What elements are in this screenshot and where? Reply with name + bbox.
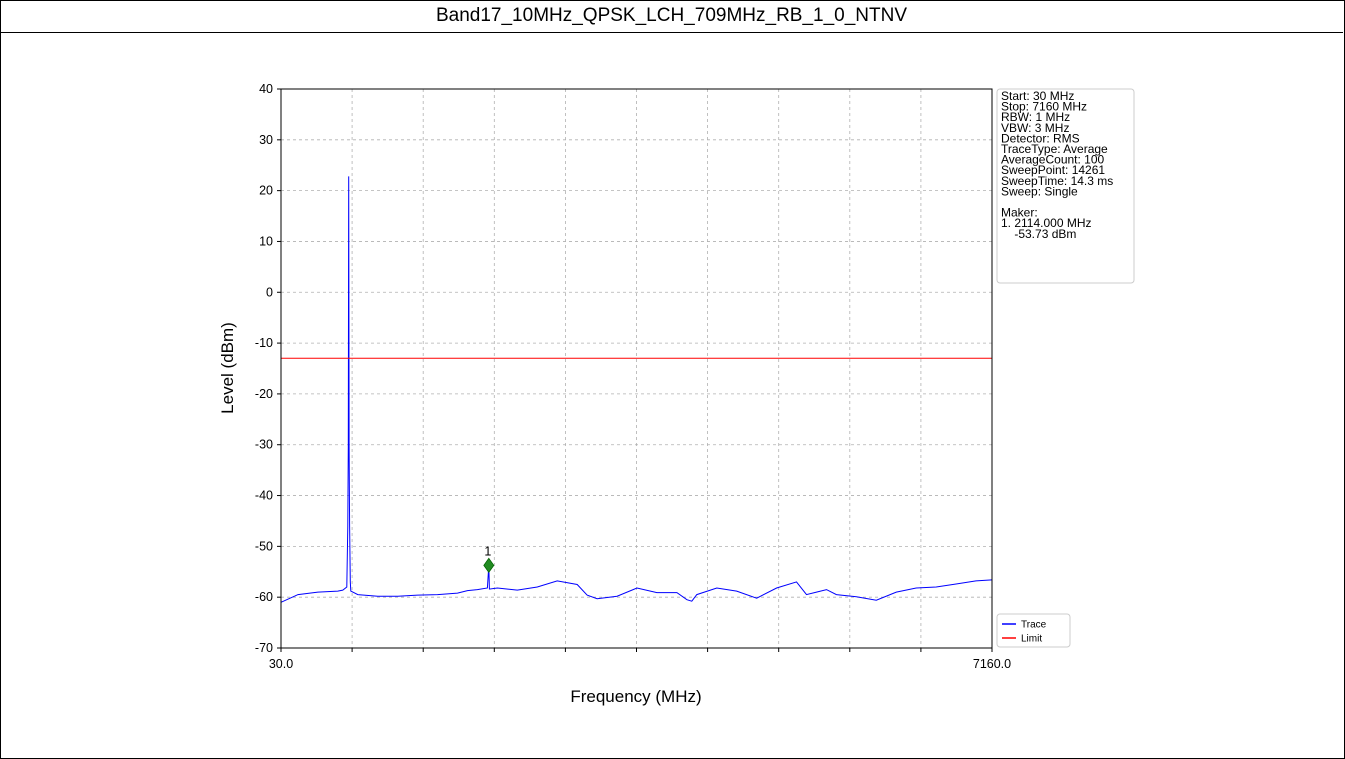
info-line: Stop: 7160 MHz [1001, 100, 1087, 114]
x-tick-label: 30.0 [269, 657, 293, 671]
info-line: AverageCount: 100 [1001, 153, 1105, 167]
y-tick-label: -40 [255, 489, 273, 503]
info-line: Maker: [1001, 206, 1038, 220]
y-tick-label: -60 [255, 590, 273, 604]
series-layer [280, 176, 993, 603]
marker-1-diamond [483, 557, 495, 574]
marker-1-label: 1 [484, 544, 491, 558]
marker-layer: 1 [483, 544, 495, 574]
y-tick-label: 0 [266, 285, 273, 299]
y-tick-label: -70 [255, 641, 273, 655]
info-line: TraceType: Average [1001, 142, 1108, 156]
info-line: Detector: RMS [1001, 131, 1080, 145]
info-box-frame [996, 88, 1135, 284]
grid [281, 88, 992, 649]
y-tick-label: 40 [259, 82, 273, 96]
info-line: SweepTime: 14.3 ms [1001, 174, 1113, 188]
legend: Trace Limit [996, 613, 1071, 648]
x-axis-ticks: 30.0 7160.0 [269, 648, 1011, 671]
y-tick-label: 10 [259, 234, 273, 248]
x-tick-label: 7160.0 [973, 657, 1011, 671]
y-tick-label: -20 [255, 387, 273, 401]
y-axis-ticks: 40 30 20 10 0 -10 -20 -30 -40 -50 -60 -70 [255, 82, 281, 655]
info-line: 1. 2114.000 MHz [1001, 216, 1092, 230]
info-line: Sweep: Single [1001, 184, 1078, 198]
info-line: RBW: 1 MHz [1001, 110, 1070, 124]
y-axis-label: Level (dBm) [218, 322, 237, 414]
info-line: Start: 30 MHz [1001, 89, 1074, 103]
info-line: -53.73 dBm [1001, 227, 1076, 241]
info-line: VBW: 3 MHz [1001, 121, 1069, 135]
series-trace-line [280, 176, 993, 603]
x-axis-label: Frequency (MHz) [570, 687, 701, 706]
y-tick-label: 30 [259, 133, 273, 147]
y-tick-label: 20 [259, 184, 273, 198]
legend-label-limit: Limit [1021, 634, 1042, 645]
legend-label-trace: Trace [1021, 620, 1047, 631]
y-tick-label: -50 [255, 539, 273, 553]
info-line: SweepPoint: 14261 [1001, 163, 1105, 177]
y-tick-label: -10 [255, 336, 273, 350]
y-tick-label: -30 [255, 438, 273, 452]
chart-title: Band17_10MHz_QPSK_LCH_709MHz_RB_1_0_NTNV [0, 0, 1343, 33]
plot-area-border [280, 88, 993, 649]
